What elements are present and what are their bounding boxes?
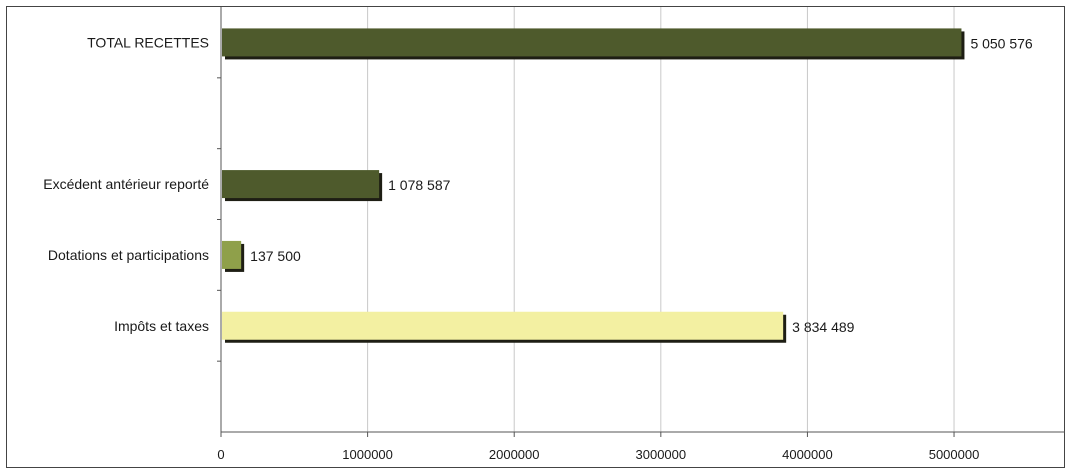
category-label: Excédent antérieur reporté bbox=[43, 176, 209, 192]
x-tick-label: 5000000 bbox=[929, 447, 980, 462]
chart-frame: 0 1000000 2000000 3000000 4000000 5000000 TOTA… bbox=[6, 6, 1065, 468]
gridlines bbox=[367, 7, 955, 432]
axes bbox=[217, 7, 1065, 437]
bar bbox=[222, 170, 380, 199]
x-tick-label: 3000000 bbox=[636, 447, 687, 462]
bar bbox=[222, 240, 242, 269]
labels: 0 1000000 2000000 3000000 4000000 5000000 TOTA… bbox=[43, 34, 1033, 462]
x-tick-label: 0 bbox=[217, 447, 224, 462]
category-label: Impôts et taxes bbox=[114, 318, 209, 334]
value-label: 5 050 576 bbox=[970, 35, 1032, 51]
x-tick-label: 4000000 bbox=[782, 447, 833, 462]
value-label: 3 834 489 bbox=[792, 319, 854, 335]
category-label: Dotations et participations bbox=[48, 247, 209, 263]
category-label: TOTAL RECETTES bbox=[87, 34, 209, 50]
bar bbox=[222, 311, 784, 340]
revenue-bar-chart: 0 1000000 2000000 3000000 4000000 5000000 TOTA… bbox=[43, 7, 1065, 462]
x-tick-label: 2000000 bbox=[489, 447, 540, 462]
value-label: 1 078 587 bbox=[388, 177, 450, 193]
value-label: 137 500 bbox=[250, 248, 301, 264]
bars bbox=[222, 28, 965, 343]
x-tick-label: 1000000 bbox=[342, 447, 393, 462]
bar bbox=[222, 28, 962, 57]
